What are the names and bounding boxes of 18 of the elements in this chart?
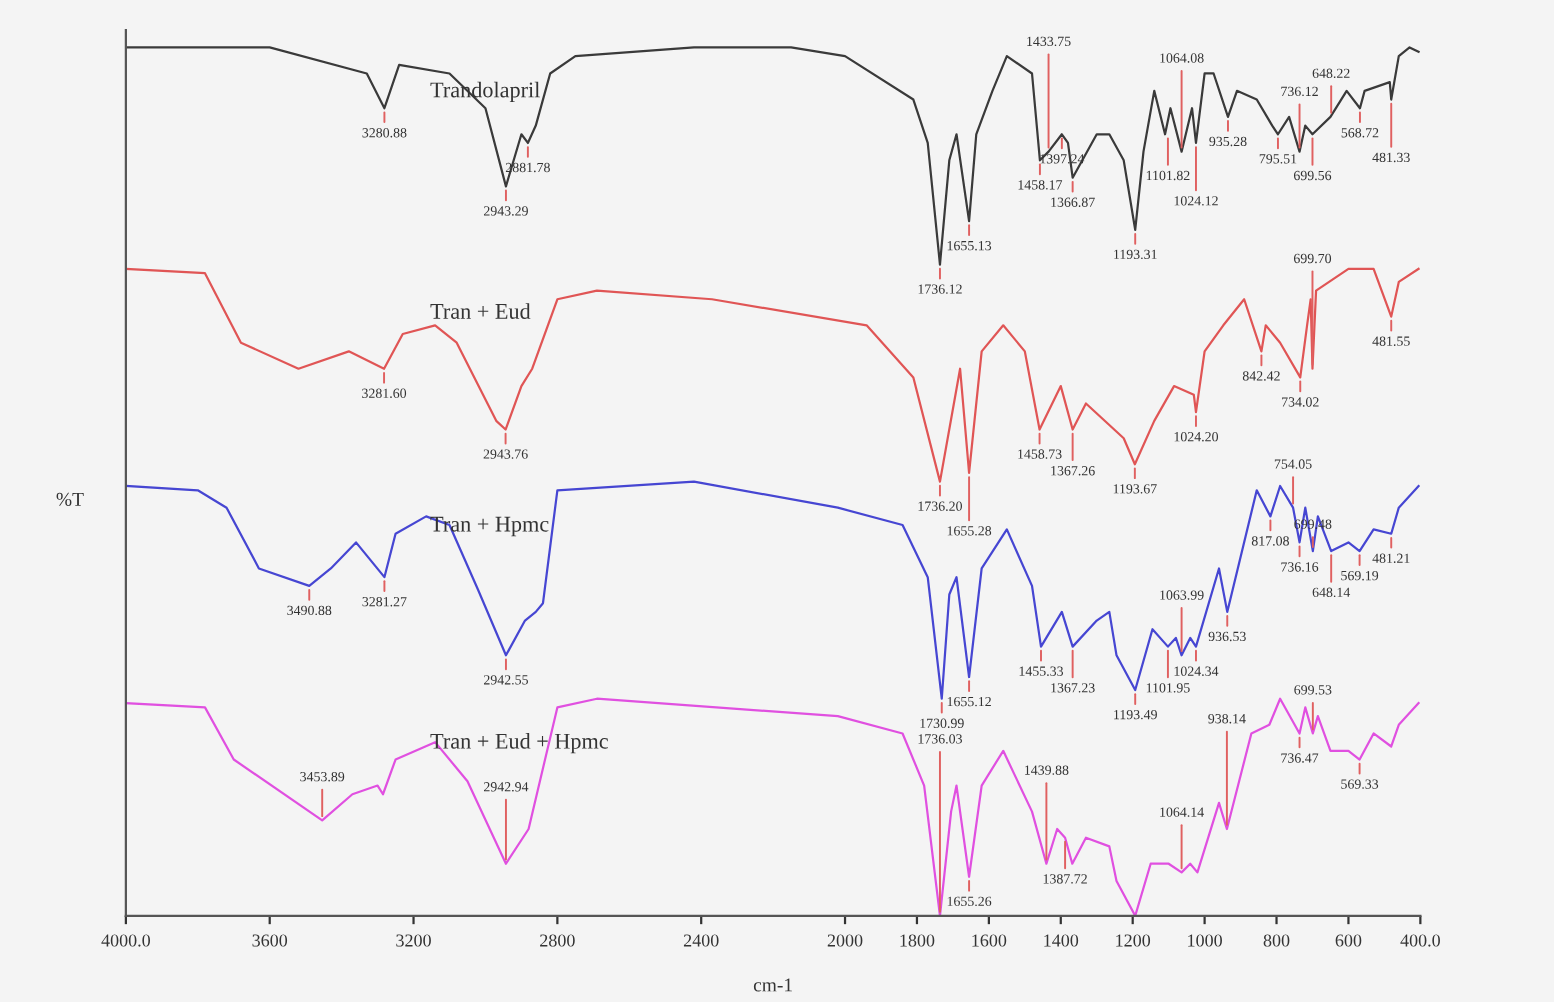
x-tick-label: 3600: [252, 934, 288, 947]
x-tick-label: 4000.0: [101, 934, 151, 947]
x-tick-label: 3200: [396, 934, 431, 947]
x-tick-label: 1000: [1188, 934, 1222, 947]
x-tick-label: 1200: [1116, 934, 1151, 947]
x-tick-label: 1600: [972, 934, 1007, 947]
x-axis-title: cm-1: [753, 978, 792, 992]
x-tick-label: 2800: [540, 934, 575, 947]
series-label: Tran + Eud + Hpmc: [430, 733, 608, 754]
x-tick-label: 600: [1335, 934, 1362, 947]
x-tick-label: 2400: [683, 934, 719, 947]
x-tick-label: 400.0: [1400, 934, 1440, 947]
x-tick-label: 800: [1263, 934, 1290, 947]
x-tick-label: 1400: [1044, 934, 1079, 947]
x-tick-label: 1800: [900, 934, 935, 947]
x-tick-label: 2000: [827, 934, 863, 947]
series-label: Tran + Eud: [430, 303, 531, 319]
y-axis-title: %T: [56, 492, 84, 506]
